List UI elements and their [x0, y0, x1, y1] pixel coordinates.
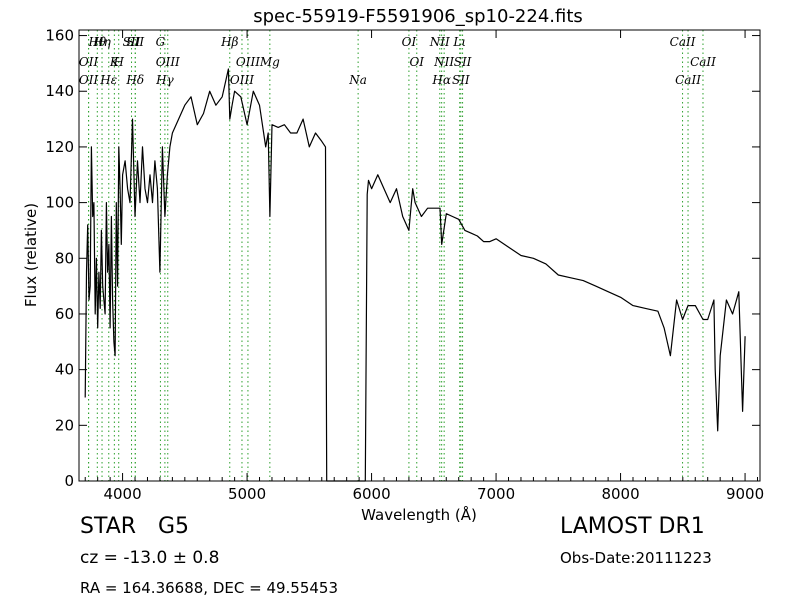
spectral-line-label: Hε: [99, 73, 117, 87]
spectral-line-label: SII: [126, 35, 144, 49]
spectral-line-label: NII: [429, 35, 450, 49]
redshift-text: cz = -13.0 ± 0.8: [80, 548, 220, 568]
spectral-line-label: OI: [409, 55, 424, 69]
spectral-line-label: CaII: [675, 73, 701, 87]
spectral-line-label: OI: [402, 35, 417, 49]
spectrum-line: [84, 68, 746, 482]
spectral-line-label: Na: [348, 73, 367, 87]
spectral-line-label: OIII: [230, 73, 254, 87]
spectral-line-label: OII: [79, 55, 99, 69]
spectral-line-label: SII: [123, 35, 141, 49]
x-axis-ticks: 4000 5000 6000 7000 8000 9000: [84, 30, 764, 503]
spectral-line-label: Mg: [259, 55, 280, 69]
x-tick-label: 5000: [228, 485, 266, 503]
spectral-line-label: NII: [433, 55, 454, 69]
y-tick-label: 140: [45, 82, 74, 100]
spectral-line-label: Hα: [431, 73, 451, 87]
y-tick-label: 60: [55, 305, 74, 323]
spectral-line-label: H: [112, 55, 124, 69]
spectral-line-label: SII: [454, 55, 472, 69]
x-tick-label: 6000: [352, 485, 390, 503]
y-tick-label: 100: [45, 194, 74, 212]
spectral-line-label: Hγ: [155, 73, 174, 87]
x-tick-label: 8000: [601, 485, 639, 503]
spectral-line-label: OIII: [156, 55, 180, 69]
y-tick-label: 160: [45, 27, 74, 45]
spectral-line-label: CaII: [690, 55, 716, 69]
obs-date: Obs-Date:20111223: [560, 549, 712, 567]
y-axis-ticks: 0 20 40 60 80 100 120 140 160: [45, 27, 760, 490]
spectral-line-label: OII: [79, 73, 99, 87]
spectral-line-label: Lι: [452, 35, 466, 49]
x-tick-label: 9000: [726, 485, 764, 503]
y-tick-label: 0: [64, 472, 74, 490]
spectral-line-label: Hθ: [87, 35, 106, 49]
x-tick-label: 4000: [103, 485, 141, 503]
object-subclass: G5: [158, 514, 190, 539]
plot-frame: [78, 29, 761, 482]
y-tick-label: 40: [55, 361, 74, 379]
spectral-line-label: SII: [452, 73, 470, 87]
y-tick-label: 120: [45, 138, 74, 156]
chart-title: spec-55919-F5591906_sp10-224.fits: [253, 6, 583, 27]
survey-name: LAMOST DR1: [560, 514, 705, 539]
object-class: STAR: [80, 514, 137, 539]
spectral-line-label: OIII: [236, 55, 260, 69]
spectral-line-label: Hδ: [125, 73, 144, 87]
coordinates: RA = 164.36688, DEC = 49.55453: [80, 579, 339, 597]
spectral-line-label: G: [156, 35, 166, 49]
y-tick-label: 20: [55, 416, 74, 434]
spectral-line-label: K: [109, 55, 120, 69]
x-axis-label: Wavelength (Å): [361, 505, 477, 524]
spectral-line-markers: [88, 30, 704, 481]
y-tick-label: 80: [55, 249, 74, 267]
spectral-line-label: Hβ: [220, 35, 238, 49]
spectral-line-labels: HθOIIOIIHηKHεSIIHHδSIIOIIIHγGOIIIOIIIHβM…: [79, 35, 716, 87]
y-axis-label: Flux (relative): [22, 203, 40, 307]
x-tick-label: 7000: [477, 485, 515, 503]
spectral-line-label: Hη: [92, 35, 111, 49]
spectral-line-label: CaII: [670, 35, 696, 49]
